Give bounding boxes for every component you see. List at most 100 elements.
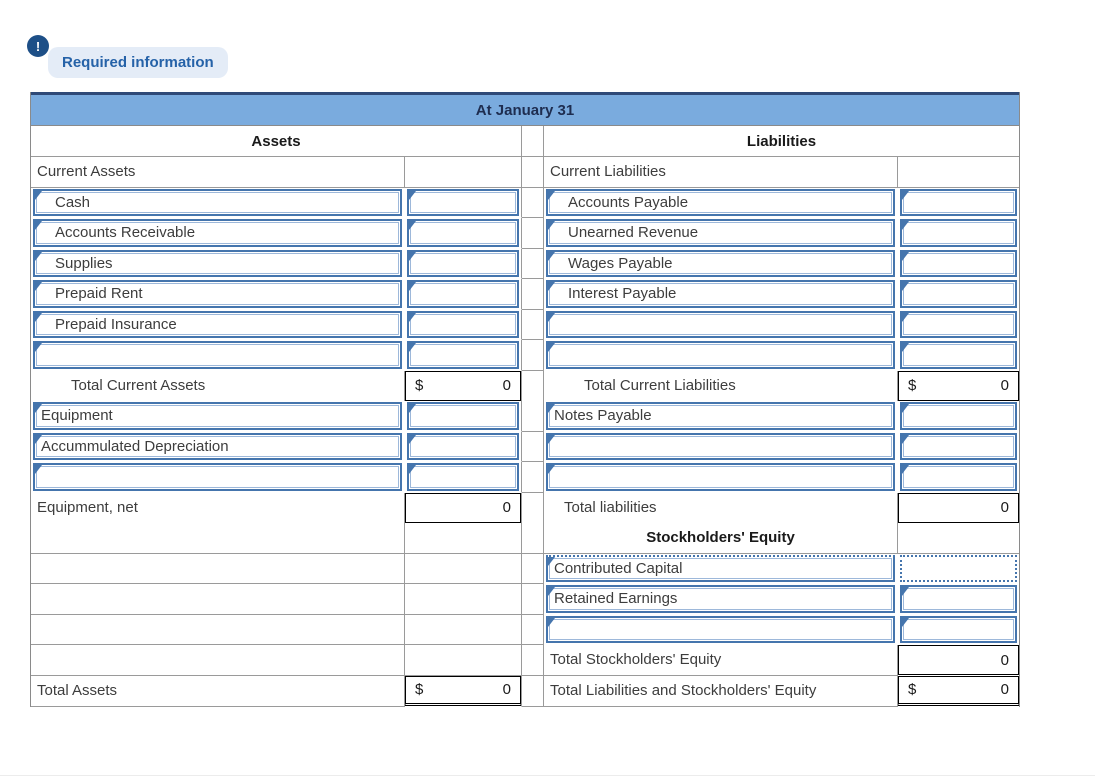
table-row: Supplies Wages Payable — [31, 248, 1019, 279]
table-row: Accounts Receivable Unearned Revenue — [31, 218, 1019, 249]
contributed-capital-amount[interactable] — [898, 553, 1019, 584]
gap-cell — [522, 370, 544, 402]
required-information-badge: Required information — [48, 47, 228, 78]
blank-asset-input-2-amount[interactable] — [405, 462, 522, 493]
total-liabilities-and-stockholders-equity-amount: $0 — [898, 675, 1019, 707]
wages-payable-amount[interactable] — [898, 248, 1019, 279]
alert-exclamation-icon: ! — [27, 35, 49, 57]
gap-cell — [522, 187, 544, 218]
total-liabilities-label: Total liabilities — [544, 492, 898, 524]
gap-cell — [522, 126, 544, 157]
blank-asset-input-1-amount[interactable] — [405, 340, 522, 371]
blank-liability-input-3-label[interactable] — [544, 431, 898, 462]
blank-asset-row-1-amount — [405, 523, 522, 554]
blank-asset-row-5-label — [31, 645, 405, 676]
blank-asset-row-2-label — [31, 553, 405, 584]
table-row: Prepaid Rent Interest Payable — [31, 279, 1019, 310]
blank-liability-input-1-label[interactable] — [544, 309, 898, 340]
table-top-rule — [31, 92, 1019, 95]
prepaid-insurance-label[interactable]: Prepaid Insurance — [31, 309, 405, 340]
table-row: Total Assets $0 Total Liabilities and Stoc… — [31, 675, 1019, 707]
contributed-capital-label[interactable]: Contributed Capital — [544, 553, 898, 584]
notes-payable-amount[interactable] — [898, 401, 1019, 432]
blank-asset-row-2-amount — [405, 553, 522, 584]
blank-asset-row-4-label — [31, 614, 405, 645]
blank-asset-input-2-label[interactable] — [31, 462, 405, 493]
gap-cell — [522, 401, 544, 432]
blank-liability-input-2-amount[interactable] — [898, 340, 1019, 371]
interest-payable-label[interactable]: Interest Payable — [544, 279, 898, 310]
accummulated-depreciation-amount[interactable] — [405, 431, 522, 462]
table-row: Cash Accounts Payable — [31, 187, 1019, 218]
unearned-revenue-label[interactable]: Unearned Revenue — [544, 218, 898, 249]
accummulated-depreciation-label[interactable]: Accummulated Depreciation — [31, 431, 405, 462]
accounts-payable-amount[interactable] — [898, 187, 1019, 218]
total-assets-label: Total Assets — [31, 675, 405, 707]
accounts-receivable-label[interactable]: Accounts Receivable — [31, 218, 405, 249]
gap-cell — [522, 340, 544, 371]
table-row: Accummulated Depreciation — [31, 431, 1019, 462]
blank-asset-row-5-amount — [405, 645, 522, 676]
table-row: Total Stockholders' Equity 0 — [31, 645, 1019, 676]
section-header-row: Assets Liabilities — [31, 126, 1019, 157]
assets-header: Assets — [31, 126, 522, 157]
blank-liability-input-2-label[interactable] — [544, 340, 898, 371]
blank-liability-input-4-amount[interactable] — [898, 462, 1019, 493]
prepaid-insurance-amount[interactable] — [405, 309, 522, 340]
gap-cell — [522, 523, 544, 554]
supplies-label[interactable]: Supplies — [31, 248, 405, 279]
cash-amount[interactable] — [405, 187, 522, 218]
total-current-liabilities-amount: $0 — [898, 370, 1019, 402]
gap-cell — [522, 584, 544, 615]
accounts-payable-label[interactable]: Accounts Payable — [544, 187, 898, 218]
blank-asset-row-4-amount — [405, 614, 522, 645]
current-liabilities-amount — [898, 157, 1019, 188]
gap-cell — [522, 492, 544, 524]
supplies-amount[interactable] — [405, 248, 522, 279]
total-assets-amount: $0 — [405, 675, 522, 707]
current-assets-label: Current Assets — [31, 157, 405, 188]
gap-cell — [522, 675, 544, 707]
equipment-label[interactable]: Equipment — [31, 401, 405, 432]
gap-cell — [522, 279, 544, 310]
gap-cell — [522, 431, 544, 462]
gap-cell — [522, 157, 544, 188]
accounts-receivable-amount[interactable] — [405, 218, 522, 249]
prepaid-rent-amount[interactable] — [405, 279, 522, 310]
blank-equity-input-1-amount[interactable] — [898, 614, 1019, 645]
retained-earnings-amount[interactable] — [898, 584, 1019, 615]
table-row — [31, 614, 1019, 645]
wages-payable-label[interactable]: Wages Payable — [544, 248, 898, 279]
total-current-assets-label: Total Current Assets — [31, 370, 405, 402]
table-row: Total Current Assets $0 Total Current Liab… — [31, 370, 1019, 402]
liabilities-header: Liabilities — [544, 126, 1019, 157]
blank-liability-input-3-amount[interactable] — [898, 431, 1019, 462]
interest-payable-amount[interactable] — [898, 279, 1019, 310]
table-row: Retained Earnings — [31, 584, 1019, 615]
page-bottom-divider — [0, 775, 1095, 776]
table-row: Equipment, net 0 Total liabilities 0 — [31, 492, 1019, 524]
stockholders-equity-header-amount — [898, 523, 1019, 554]
notes-payable-label[interactable]: Notes Payable — [544, 401, 898, 432]
equipment-amount[interactable] — [405, 401, 522, 432]
equipment-net-label: Equipment, net — [31, 492, 405, 524]
retained-earnings-label[interactable]: Retained Earnings — [544, 584, 898, 615]
unearned-revenue-amount[interactable] — [898, 218, 1019, 249]
prepaid-rent-label[interactable]: Prepaid Rent — [31, 279, 405, 310]
current-liabilities-label: Current Liabilities — [544, 157, 898, 188]
blank-asset-input-1-label[interactable] — [31, 340, 405, 371]
blank-liability-input-1-amount[interactable] — [898, 309, 1019, 340]
total-liabilities-amount: 0 — [898, 492, 1019, 524]
table-row: Current Assets Current Liabilities — [31, 157, 1019, 188]
gap-cell — [522, 645, 544, 676]
cash-label[interactable]: Cash — [31, 187, 405, 218]
equipment-net-amount: 0 — [405, 492, 522, 524]
balance-sheet-table: At January 31 Assets Liabilities Current… — [30, 92, 1020, 707]
blank-equity-input-1-label[interactable] — [544, 614, 898, 645]
current-assets-amount — [405, 157, 522, 188]
blank-liability-input-4-label[interactable] — [544, 462, 898, 493]
stockholders-equity-header: Stockholders' Equity — [544, 523, 898, 554]
table-row — [31, 340, 1019, 371]
gap-cell — [522, 553, 544, 584]
total-stockholders-equity-amount: 0 — [898, 645, 1019, 676]
